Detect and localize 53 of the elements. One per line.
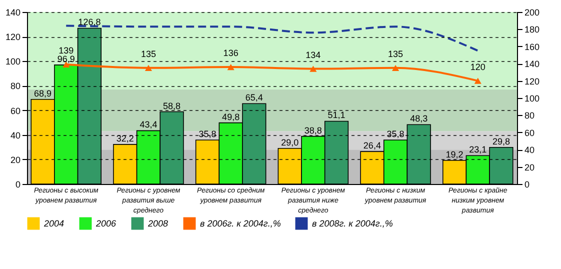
legend-label: 2006	[95, 218, 116, 229]
y2-tick-label: 20	[524, 162, 535, 172]
y-tick-label: 20	[10, 154, 20, 165]
y-tick-label: 120	[5, 32, 20, 42]
point	[392, 64, 400, 71]
y2-tick-label: 100	[524, 94, 540, 104]
data-label: 19,2	[446, 149, 464, 160]
point	[144, 64, 152, 71]
data-label: 139	[58, 45, 74, 56]
data-label: 58,8	[163, 100, 181, 111]
y-tick-label: 100	[5, 56, 20, 67]
legend-label: 2008	[147, 218, 168, 229]
data-label: 134	[306, 50, 321, 60]
legend-label: в 2008г. к 2004г.,%	[312, 218, 393, 229]
y2-tick-label: 200	[524, 8, 540, 18]
data-label: 43,4	[140, 120, 158, 130]
legend-label: в 2006г. к 2004г.,%	[200, 218, 281, 229]
data-label: 135	[140, 48, 156, 59]
y2-tick-label: 140	[524, 59, 540, 70]
data-label: 48,3	[410, 114, 428, 124]
data-label: 135	[388, 48, 404, 59]
y2-tick-label: 0	[524, 180, 530, 190]
y-tick-label: 0	[15, 180, 20, 190]
point	[474, 78, 482, 84]
y2-tick-label: 120	[524, 76, 540, 86]
data-label: 26,4	[363, 140, 381, 151]
y-tick-label: 140	[5, 8, 20, 18]
legend-label: 2004	[43, 218, 64, 229]
data-label: 120	[470, 62, 486, 72]
data-label: 49,8	[222, 112, 240, 122]
y-tick-label: 60	[10, 106, 20, 116]
data-label: 32,2	[116, 133, 134, 144]
data-label: 65,4	[245, 92, 263, 103]
data-label: 68,9	[34, 88, 52, 98]
y2-tick-label: 180	[524, 24, 540, 35]
point	[227, 64, 234, 70]
point	[310, 66, 317, 72]
data-label: 126,8	[78, 17, 101, 28]
data-label: 51,1	[328, 110, 346, 120]
y2-tick-label: 40	[524, 145, 535, 156]
y2-tick-label: 60	[524, 128, 535, 138]
y2-tick-label: 160	[524, 42, 540, 52]
data-label: 23,1	[469, 144, 487, 155]
y2-tick-label: 80	[524, 110, 535, 121]
data-label: 29,0	[281, 137, 299, 148]
y-tick-label: 80	[10, 81, 20, 92]
data-label: 136	[223, 48, 238, 58]
y-tick-label: 40	[10, 130, 20, 140]
data-label: 29,8	[492, 136, 510, 146]
data-label: 35,8	[198, 129, 216, 140]
data-label: 35,8	[386, 129, 404, 140]
data-label: 96,9	[57, 54, 75, 64]
data-label: 38,8	[304, 125, 322, 136]
